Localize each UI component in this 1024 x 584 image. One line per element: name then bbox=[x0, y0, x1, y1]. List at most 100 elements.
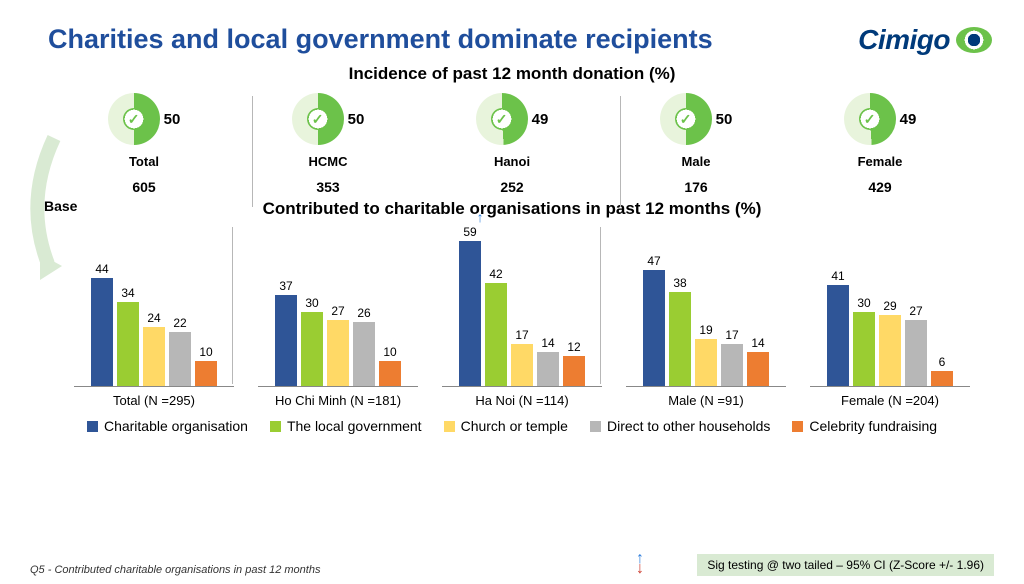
bar-group: 44 34 24 22 10 Total (N =295) bbox=[62, 227, 246, 408]
subtitle-incidence: Incidence of past 12 month donation (%) bbox=[0, 64, 1024, 84]
bar-group-label: Total (N =295) bbox=[113, 393, 195, 408]
bar-rect bbox=[879, 315, 901, 386]
bar-rect bbox=[353, 322, 375, 386]
logo-text: Cimigo bbox=[858, 24, 950, 56]
legend-label: Direct to other households bbox=[607, 418, 770, 434]
incidence-value: 49 bbox=[532, 111, 549, 128]
incidence-cell: ✓ 50 Total 605 bbox=[52, 88, 236, 195]
bar-value: 42 bbox=[489, 267, 502, 281]
bar: 42 bbox=[485, 267, 507, 386]
donut-icon: ✓ bbox=[292, 93, 344, 145]
incidence-base: 353 bbox=[236, 179, 420, 195]
bar-rect bbox=[327, 320, 349, 386]
bar-value: 14 bbox=[751, 336, 764, 350]
bar: 26 bbox=[353, 306, 375, 386]
bar-value: 41 bbox=[831, 269, 844, 283]
bar-cluster: 59↑ 42 17 14 12 bbox=[442, 227, 602, 387]
bar-cluster: 47 38 19 17 14 bbox=[626, 227, 786, 387]
legend-swatch bbox=[792, 421, 803, 432]
bar: 6 bbox=[931, 355, 953, 386]
bar: 34 bbox=[117, 286, 139, 386]
bar-group-label: Female (N =204) bbox=[841, 393, 939, 408]
bar: 47 bbox=[643, 254, 665, 386]
divider bbox=[620, 96, 621, 207]
divider bbox=[252, 96, 253, 207]
incidence-label: Female bbox=[788, 154, 972, 169]
legend-swatch bbox=[590, 421, 601, 432]
bar: 19 bbox=[695, 323, 717, 386]
bar-value: 29 bbox=[883, 299, 896, 313]
bar-rect bbox=[169, 332, 191, 386]
bar-group: 59↑ 42 17 14 12 Ha Noi (N =114) bbox=[430, 227, 614, 408]
bar-value: 14 bbox=[541, 336, 554, 350]
bar: 27 bbox=[327, 304, 349, 386]
donut-icon: ✓ bbox=[660, 93, 712, 145]
bar-rect bbox=[563, 356, 585, 386]
bar-value: 47 bbox=[647, 254, 660, 268]
incidence-base: 176 bbox=[604, 179, 788, 195]
bar-chart-area: 44 34 24 22 10 Total (N =295)37 30 27 bbox=[0, 227, 1024, 408]
bar-rect bbox=[91, 278, 113, 386]
incidence-value: 50 bbox=[164, 111, 181, 128]
legend-item: Direct to other households bbox=[590, 418, 770, 434]
incidence-value: 49 bbox=[900, 111, 917, 128]
donut-icon: ✓ bbox=[844, 93, 896, 145]
footnote: Q5 - Contributed charitable organisation… bbox=[30, 564, 320, 576]
bar-rect bbox=[853, 312, 875, 386]
bar-value: 17 bbox=[725, 328, 738, 342]
legend-label: Church or temple bbox=[461, 418, 568, 434]
bar-group-label: Male (N =91) bbox=[668, 393, 744, 408]
bar-value: 17 bbox=[515, 328, 528, 342]
legend-label: The local government bbox=[287, 418, 422, 434]
incidence-value: 50 bbox=[716, 111, 733, 128]
incidence-base: 605 bbox=[52, 179, 236, 195]
bar: 29 bbox=[879, 299, 901, 386]
bar-value: 27 bbox=[331, 304, 344, 318]
incidence-row: ✓ 50 Total 605 ✓ 50 HCMC 353 ✓ 49 Hanoi … bbox=[0, 88, 1024, 195]
bar-value: 37 bbox=[279, 279, 292, 293]
bar-value: 27 bbox=[909, 304, 922, 318]
bar: 14 bbox=[747, 336, 769, 386]
bar: 14 bbox=[537, 336, 559, 386]
incidence-cell: ✓ 50 Male 176 bbox=[604, 88, 788, 195]
bar-cluster: 37 30 27 26 10 bbox=[258, 227, 418, 387]
legend-swatch bbox=[444, 421, 455, 432]
legend-label: Celebrity fundraising bbox=[809, 418, 937, 434]
incidence-label: Hanoi bbox=[420, 154, 604, 169]
incidence-label: Male bbox=[604, 154, 788, 169]
bar-group: 47 38 19 17 14 Male (N =91) bbox=[614, 227, 798, 408]
legend-item: Charitable organisation bbox=[87, 418, 248, 434]
check-icon: ✓ bbox=[491, 108, 513, 130]
bar-rect bbox=[117, 302, 139, 386]
bar: 41 bbox=[827, 269, 849, 386]
incidence-cell: ✓ 49 Hanoi 252 bbox=[420, 88, 604, 195]
bar-rect bbox=[485, 283, 507, 386]
bar-value: 24 bbox=[147, 311, 160, 325]
bar-rect bbox=[721, 344, 743, 386]
bar-value: 26 bbox=[357, 306, 370, 320]
incidence-cell: ✓ 49 Female 429 bbox=[788, 88, 972, 195]
bar: 38 bbox=[669, 276, 691, 386]
incidence-base: 429 bbox=[788, 179, 972, 195]
bar-value: 34 bbox=[121, 286, 134, 300]
bar-value: 38 bbox=[673, 276, 686, 290]
legend: Charitable organisation The local govern… bbox=[0, 418, 1024, 434]
legend-item: The local government bbox=[270, 418, 422, 434]
subtitle-contributed: Contributed to charitable organisations … bbox=[0, 199, 1024, 219]
bar-group: 41 30 29 27 6 Female (N =204) bbox=[798, 227, 982, 408]
check-icon: ✓ bbox=[123, 108, 145, 130]
bar-group-label: Ho Chi Minh (N =181) bbox=[275, 393, 401, 408]
bar-rect bbox=[643, 270, 665, 386]
bar-value: 6 bbox=[939, 355, 946, 369]
bar-rect bbox=[695, 339, 717, 386]
bar-rect bbox=[143, 327, 165, 386]
bar-rect bbox=[511, 344, 533, 386]
bar: 10 bbox=[379, 345, 401, 386]
bar-rect bbox=[747, 352, 769, 386]
legend-item: Church or temple bbox=[444, 418, 568, 434]
header: Charities and local government dominate … bbox=[0, 0, 1024, 56]
bar-rect bbox=[459, 241, 481, 386]
bar-value: 59↑ bbox=[463, 225, 476, 239]
bar-rect bbox=[379, 361, 401, 386]
legend-label: Charitable organisation bbox=[104, 418, 248, 434]
